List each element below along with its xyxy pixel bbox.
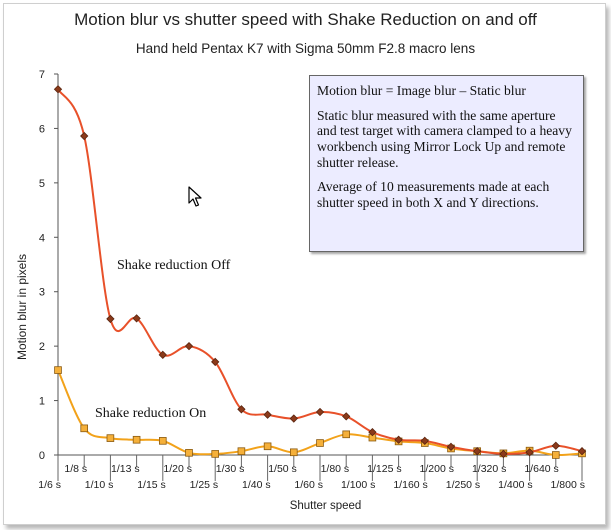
- data-point-off: [289, 414, 298, 423]
- data-point-on: [80, 424, 89, 433]
- x-tick-label: 1/8 s: [64, 463, 87, 475]
- data-point-off: [132, 314, 141, 323]
- y-tick-label: 4: [39, 232, 45, 244]
- y-tick-label: 5: [39, 178, 45, 190]
- data-point-on: [106, 434, 115, 442]
- data-point-off: [315, 407, 325, 417]
- chart-title: Motion blur vs shutter speed with Shake …: [74, 10, 537, 29]
- annotation-box: Motion blur = Image blur – Static blur S…: [309, 75, 584, 252]
- x-tick-label: 1/30 s: [216, 463, 245, 475]
- data-point-off: [551, 441, 560, 450]
- annotation-line-2: Static blur measured with the same apert…: [317, 107, 572, 170]
- data-point-off: [184, 341, 194, 351]
- x-tick-label: 1/80 s: [321, 463, 350, 475]
- x-tick-label: 1/50 s: [268, 463, 297, 475]
- data-point-off: [420, 436, 429, 446]
- data-point-off: [577, 447, 587, 456]
- data-point-off: [446, 442, 456, 452]
- x-tick-label: 1/250 s: [446, 479, 480, 491]
- data-point-off: [499, 449, 508, 459]
- data-point-on: [289, 448, 298, 457]
- x-tick-label: 1/6 s: [38, 479, 61, 491]
- annotation-line-3: Average of 10 measurements made at each …: [317, 179, 550, 210]
- y-tick-label: 3: [39, 287, 45, 299]
- x-tick-label: 1/640 s: [524, 463, 558, 475]
- annotation-line-1: Motion blur = Image blur – Static blur: [317, 83, 526, 98]
- data-point-off: [158, 350, 167, 360]
- data-point-on: [158, 437, 167, 445]
- x-tick-label: 1/800 s: [551, 479, 585, 491]
- x-tick-label: 1/13 s: [111, 463, 140, 475]
- x-tick-label: 1/60 s: [294, 479, 323, 491]
- series-label-off: Shake reduction Off: [117, 258, 231, 273]
- data-point-off: [237, 405, 246, 414]
- x-tick-label: 1/15 s: [137, 479, 166, 491]
- x-tick-label: 1/100 s: [341, 479, 375, 491]
- data-point-on: [263, 442, 272, 451]
- data-point-off: [473, 447, 482, 456]
- y-tick-label: 0: [39, 450, 45, 462]
- data-point-on: [54, 366, 62, 374]
- y-tick-label: 7: [39, 69, 45, 81]
- data-point-on: [342, 430, 350, 439]
- data-point-off: [394, 435, 403, 444]
- x-tick-label: 1/125 s: [367, 463, 401, 475]
- data-point-on: [132, 435, 141, 444]
- data-point-on: [185, 449, 193, 457]
- x-tick-label: 1/200 s: [420, 463, 454, 475]
- data-point-off: [106, 314, 115, 324]
- data-point-off: [211, 357, 220, 367]
- data-point-on: [211, 450, 220, 458]
- series-label-on: Shake reduction On: [95, 406, 207, 421]
- x-tick-label: 1/25 s: [190, 479, 219, 491]
- data-point-on: [316, 439, 324, 447]
- x-axis-label: Shutter speed: [289, 500, 362, 512]
- mouse-pointer-icon: [188, 186, 202, 207]
- data-point-on: [237, 447, 246, 455]
- y-tick-label: 6: [39, 123, 45, 135]
- series-line-off: [57, 88, 583, 455]
- x-tick-label: 1/20 s: [163, 463, 192, 475]
- y-tick-label: 1: [39, 396, 45, 408]
- data-point-off: [80, 131, 89, 141]
- data-point-off: [53, 85, 63, 94]
- x-tick-label: 1/40 s: [242, 479, 271, 491]
- data-point-off: [263, 410, 272, 419]
- data-point-off: [368, 427, 377, 437]
- x-tick-label: 1/320 s: [472, 463, 506, 475]
- data-point-off: [342, 412, 351, 421]
- chart-subtitle: Hand held Pentax K7 with Sigma 50mm F2.8…: [135, 41, 476, 56]
- y-tick-label: 2: [39, 341, 45, 353]
- x-tick-label: 1/160 s: [393, 479, 427, 491]
- data-point-off: [525, 448, 534, 457]
- x-tick-label: 1/400 s: [498, 479, 532, 491]
- x-tick-label: 1/10 s: [85, 479, 114, 491]
- data-point-on: [552, 451, 560, 459]
